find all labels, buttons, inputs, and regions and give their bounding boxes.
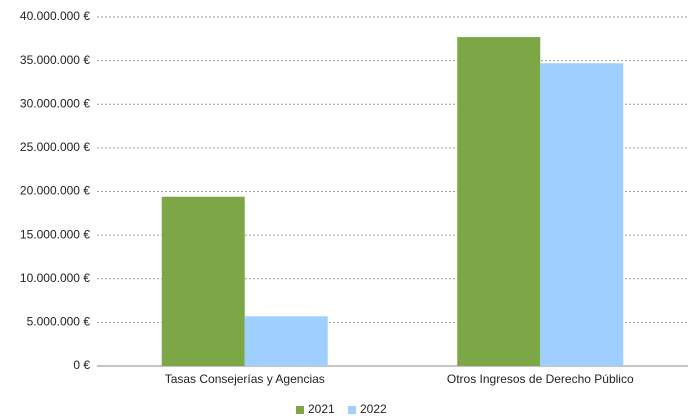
bar [540,63,624,367]
y-tick-label: 15.000.000 € [20,227,90,241]
bar [161,196,245,366]
legend-label: 2021 [308,402,335,416]
x-tick-label: Tasas Consejerías y Agencias [165,372,325,386]
legend-swatch [296,406,304,414]
y-tick-label: 40.000.000 € [20,9,90,23]
legend-label: 2022 [360,402,387,416]
legend-swatch [348,406,356,414]
x-tick-label: Otros Ingresos de Derecho Público [447,372,634,386]
y-tick-label: 5.000.000 € [27,315,91,329]
bar [457,37,541,366]
y-tick-label: 0 € [73,358,90,372]
y-tick-label: 35.000.000 € [20,53,90,67]
y-tick-label: 10.000.000 € [20,271,90,285]
y-tick-label: 20.000.000 € [20,184,90,198]
y-tick-label: 25.000.000 € [20,140,90,154]
bar [244,316,328,366]
y-tick-label: 30.000.000 € [20,96,90,110]
